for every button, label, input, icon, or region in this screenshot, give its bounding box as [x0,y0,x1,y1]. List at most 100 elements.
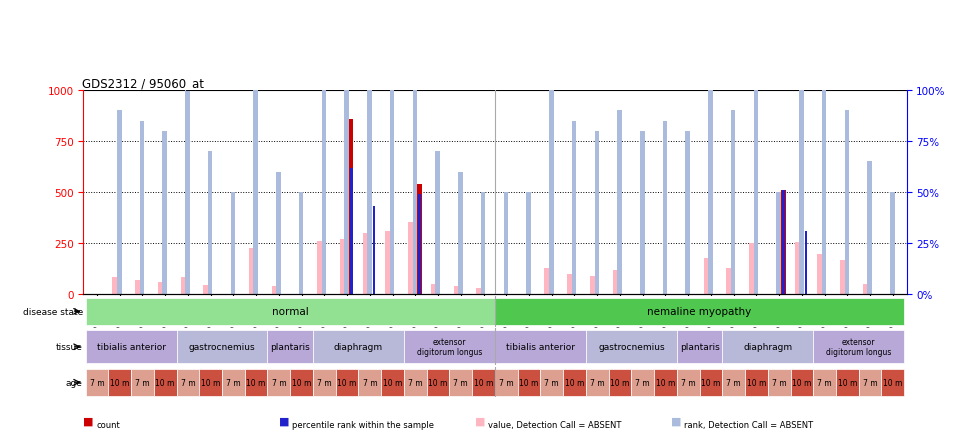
Text: plantaris: plantaris [680,342,719,352]
Text: ■: ■ [475,415,486,425]
Bar [700,368,722,396]
Text: age: age [66,378,83,387]
Text: rank, Detection Call = ABSENT: rank, Detection Call = ABSENT [684,420,813,429]
Bar [781,191,786,295]
Text: 7 m: 7 m [89,378,104,387]
Bar [472,368,495,396]
Bar [617,111,621,295]
Bar [381,368,404,396]
Bar [230,193,235,295]
Text: 7 m: 7 m [681,378,696,387]
Bar [254,91,258,295]
Bar [313,330,404,364]
Text: 7 m: 7 m [545,378,559,387]
Bar [163,132,167,295]
Bar [476,289,481,295]
Bar [435,152,440,295]
Text: 10 m: 10 m [702,378,720,387]
Text: 7 m: 7 m [635,378,650,387]
Bar [245,368,268,396]
Text: 7 m: 7 m [862,378,877,387]
Bar [117,111,122,295]
Bar [791,368,813,396]
Bar [390,91,394,295]
Text: 10 m: 10 m [792,378,811,387]
Bar [799,91,804,295]
Bar [890,193,895,295]
Bar [140,121,144,295]
Text: count: count [96,420,120,429]
Bar [571,121,576,295]
Text: 10 m: 10 m [838,378,858,387]
Bar [549,91,554,295]
Bar [564,368,586,396]
Bar [85,330,176,364]
Bar [208,152,213,295]
Bar [767,368,791,396]
Bar [504,193,508,295]
Text: extensor
digitorum longus: extensor digitorum longus [416,337,482,357]
Text: 7 m: 7 m [726,378,741,387]
Bar [368,91,371,295]
Text: diaphragm: diaphragm [743,342,793,352]
Bar [677,330,722,364]
Text: 7 m: 7 m [180,378,195,387]
Bar [517,368,540,396]
Bar [526,193,531,295]
Bar [612,270,617,295]
Bar [782,191,785,295]
Text: 7 m: 7 m [318,378,331,387]
Bar [722,330,813,364]
Text: 10 m: 10 m [110,378,129,387]
Bar [805,231,808,295]
Text: 10 m: 10 m [337,378,357,387]
Text: 10 m: 10 m [246,378,266,387]
Bar [268,368,290,396]
Bar [545,268,549,295]
Bar [495,298,905,326]
Text: tissue: tissue [56,342,83,352]
Bar [776,193,781,295]
Text: 7 m: 7 m [454,378,468,387]
Bar [417,184,421,295]
Text: 10 m: 10 m [519,378,539,387]
Bar [640,132,645,295]
Text: percentile rank within the sample: percentile rank within the sample [292,420,434,429]
Bar [745,368,767,396]
Text: 10 m: 10 m [383,378,402,387]
Bar [204,286,208,295]
Text: plantaris: plantaris [270,342,310,352]
Text: 10 m: 10 m [611,378,630,387]
Text: disease state: disease state [23,307,83,316]
Bar [349,119,354,295]
Bar [704,258,709,295]
Bar [85,298,495,326]
Text: 7 m: 7 m [772,378,787,387]
Text: nemaline myopathy: nemaline myopathy [648,307,752,316]
Bar [321,91,326,295]
Text: 7 m: 7 m [226,378,241,387]
Bar [609,368,631,396]
Bar [722,368,745,396]
Text: extensor
digitorum longus: extensor digitorum longus [826,337,892,357]
Bar [135,280,140,295]
Bar [822,91,826,295]
Bar [495,368,517,396]
Bar [249,249,254,295]
Bar [709,91,712,295]
Bar [340,240,344,295]
Bar [268,330,313,364]
Text: 10 m: 10 m [656,378,675,387]
Bar [271,286,276,295]
Bar [685,132,690,295]
Bar [113,277,117,295]
Bar [858,368,881,396]
Bar [881,368,905,396]
Text: value, Detection Call = ABSENT: value, Detection Call = ABSENT [488,420,621,429]
Text: 10 m: 10 m [883,378,903,387]
Bar [540,368,563,396]
Bar [131,368,154,396]
Text: diaphragm: diaphragm [334,342,383,352]
Bar [180,277,185,295]
Text: normal: normal [271,307,309,316]
